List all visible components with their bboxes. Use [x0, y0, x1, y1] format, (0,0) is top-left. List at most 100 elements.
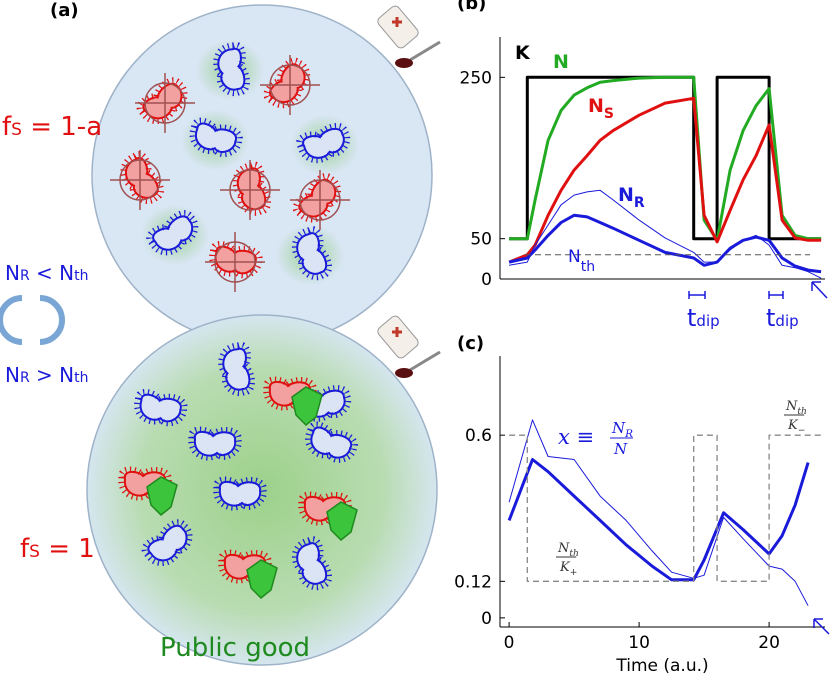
dip-label-part: t: [766, 304, 775, 332]
sensitive-free-bacterium: [189, 117, 243, 158]
high-ratio-denominator-part: −: [798, 426, 806, 436]
formula-denominator: N: [613, 440, 628, 458]
target-cross: [205, 232, 265, 292]
series-label: K: [515, 42, 531, 64]
formula-lhs-part: x ≡: [558, 425, 594, 449]
bacterium-body: [296, 232, 328, 275]
dip-label-part: dip: [696, 312, 719, 330]
series-label-part: N: [553, 51, 569, 73]
cycle-arrow: [0, 295, 23, 345]
series-line: [509, 75, 822, 242]
dip-bracket: [768, 291, 784, 299]
series-label-part: N: [588, 95, 604, 117]
formula-numerator-part: R: [624, 428, 633, 440]
bacterium-hairs: [213, 476, 267, 511]
dip-bracket: [688, 291, 706, 299]
drug-bottle: [377, 315, 441, 378]
bacterium-hairs: [263, 57, 311, 109]
sensitive-bacterium: [188, 426, 242, 461]
series-line: [508, 213, 822, 274]
bacterium-hairs: [134, 389, 188, 427]
formula: fS = 1-a: [2, 112, 102, 142]
arrow: [813, 618, 830, 635]
bacterium-hairs: [146, 210, 199, 256]
series-line: [507, 458, 810, 582]
bacterium-body: [193, 430, 237, 457]
target-cross: [260, 55, 320, 115]
series-label-part: R: [634, 195, 645, 211]
dip-label-part: t: [687, 304, 696, 332]
x-axis-label: Time (a.u.): [615, 656, 708, 676]
dip-label: tdip: [766, 304, 799, 332]
bacterium-hairs: [118, 466, 172, 501]
series-line: [509, 434, 822, 582]
bacterium-hairs: [263, 376, 317, 411]
threshold-label: Nth: [568, 247, 595, 275]
bacterium-body: [147, 524, 188, 562]
enzyme-shield: [246, 559, 278, 600]
target-cross: [135, 73, 195, 133]
drug-bottle: [377, 5, 441, 68]
bacterium-body: [296, 542, 328, 585]
bacterium-hairs: [291, 536, 333, 591]
high-ratio-numerator: Nth: [785, 399, 807, 417]
bacterium-hairs: [218, 549, 272, 584]
sensitive-free-bacterium: [291, 226, 333, 281]
bacterium-hairs: [305, 421, 358, 463]
formula-numerator-part: N: [611, 419, 626, 437]
condition: NR > Nth: [5, 363, 89, 387]
threshold-label-part: N: [568, 247, 581, 267]
dip-label: tdip: [687, 304, 720, 332]
low-ratio-numerator: Nth: [557, 541, 579, 559]
bacterium-hairs: [120, 151, 164, 204]
bacterium-body: [310, 426, 353, 459]
bacterium-body: [222, 347, 251, 391]
series-label: NR: [618, 184, 645, 211]
sensitive-bacterium: [213, 476, 267, 511]
sensitive-bacterium: [134, 389, 188, 427]
high-ratio-denominator: K−: [787, 418, 805, 436]
panel-label: (a): [50, 0, 79, 21]
bacterium-hairs: [209, 241, 263, 279]
series-label: N: [553, 51, 569, 73]
enzyme-shield: [326, 501, 358, 542]
panel-label: (b): [457, 0, 486, 14]
sensitive-bacterium: [305, 421, 358, 463]
bacterium-hairs: [213, 42, 250, 97]
bacterium-hairs: [298, 491, 352, 526]
bacterium-hairs: [189, 117, 243, 158]
low-ratio-denominator-part: +: [570, 568, 578, 578]
sensitive-free-bacterium: [146, 210, 199, 256]
y-tick-label: 50: [470, 230, 492, 250]
bacterium-body: [218, 480, 262, 507]
bacterium-hairs: [141, 519, 193, 567]
formula: fS = 1: [20, 534, 95, 564]
bacterium-hairs: [218, 342, 255, 397]
y-tick-label: 0: [481, 609, 492, 629]
y-tick-label: 250: [460, 68, 492, 88]
bacterium-hairs: [296, 122, 351, 164]
low-ratio-denominator-part: K: [559, 560, 571, 575]
x-tick-label: 20: [758, 633, 780, 653]
series-label-part: S: [604, 106, 614, 122]
sensitive-bacterium: [291, 536, 333, 591]
bacterium-body: [302, 127, 345, 159]
bacterium-hairs: [188, 426, 242, 461]
target-cross: [220, 160, 280, 220]
panel-label: (c): [457, 333, 484, 354]
series-line: [509, 75, 822, 241]
bacterium-body: [217, 47, 246, 91]
x-tick-label: 10: [628, 633, 650, 653]
low-ratio-numerator-part: N: [557, 541, 570, 556]
bacterium-hairs: [232, 161, 271, 216]
x-tick-label: 0: [504, 633, 515, 653]
enzyme-shield: [146, 476, 178, 517]
bacterium-body: [194, 122, 238, 153]
y-tick-label: 0.12: [454, 572, 492, 592]
series-label: NS: [588, 95, 614, 122]
high-ratio-numerator-part: th: [797, 407, 807, 417]
caption: Public good: [160, 633, 310, 663]
